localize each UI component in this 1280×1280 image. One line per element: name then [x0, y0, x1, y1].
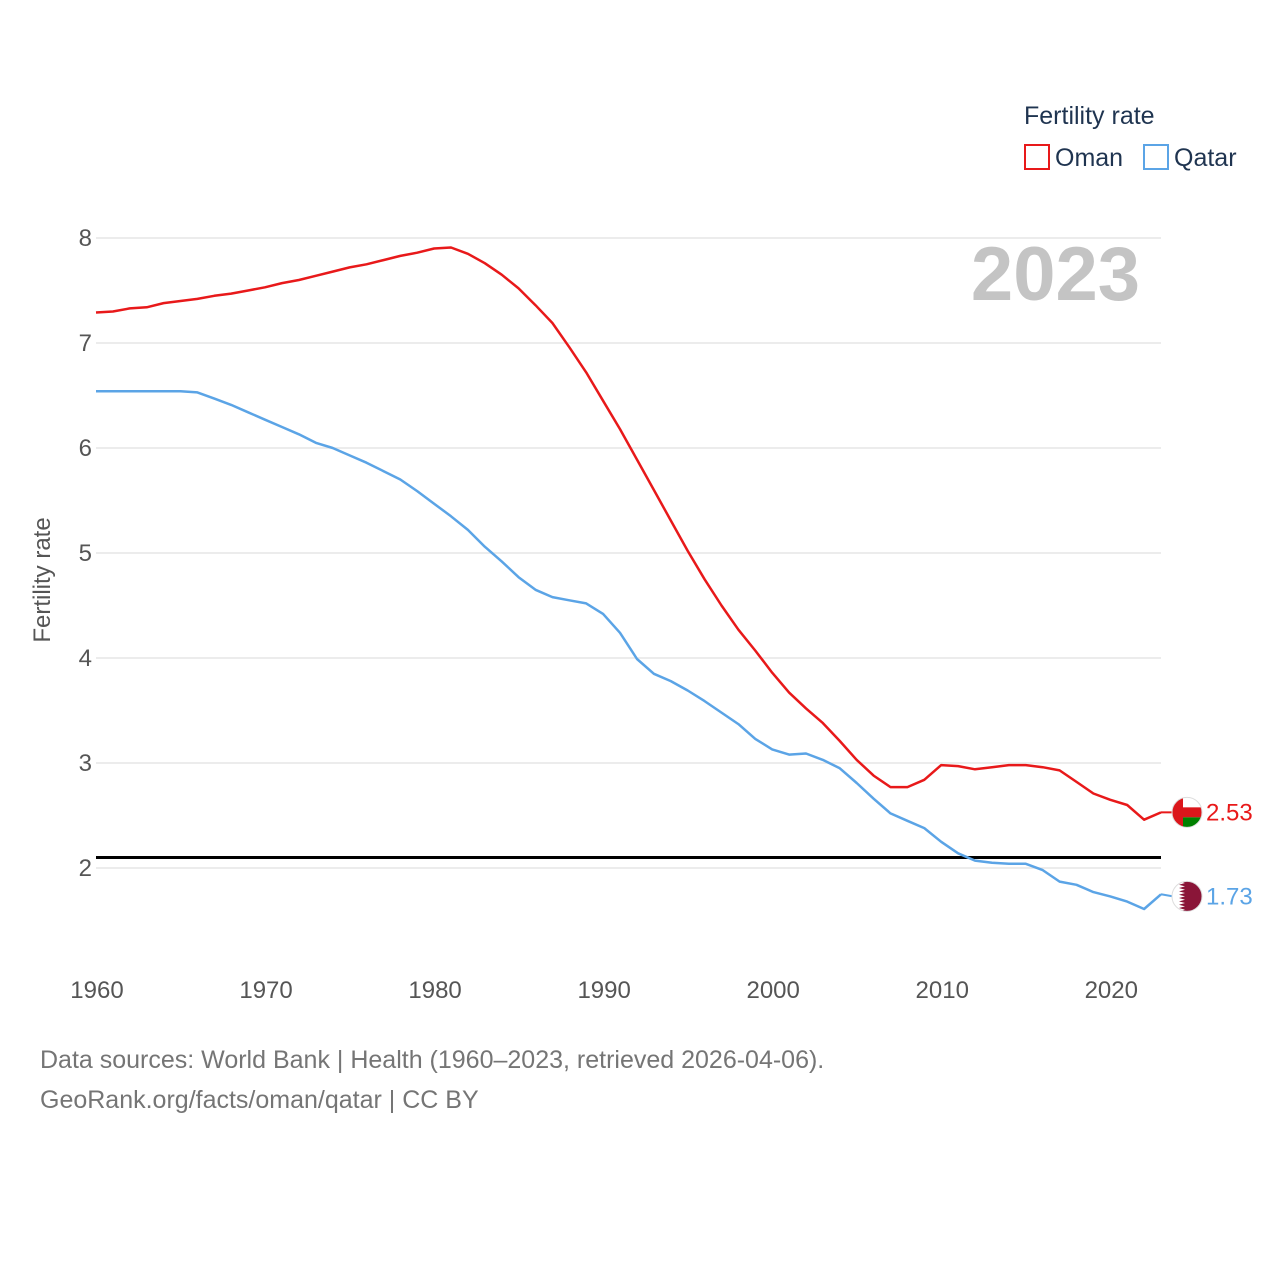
x-tick-1990: 1990 — [577, 977, 630, 1004]
flag-border — [1171, 796, 1203, 828]
legend: Fertility rate Oman Qatar — [1024, 102, 1237, 172]
flag-white-serration — [1172, 881, 1185, 912]
legend-item-oman[interactable]: Oman — [1024, 144, 1123, 172]
flag-red-band — [1172, 807, 1202, 818]
flag-red-hoist — [1172, 797, 1183, 828]
series-layer — [95, 246, 1162, 911]
legend-swatch-qatar — [1143, 144, 1169, 170]
y-axis-label: Fertility rate — [29, 517, 56, 642]
legend-title: Fertility rate — [1024, 102, 1155, 130]
y-tick-5: 5 — [79, 540, 92, 567]
x-tick-labels: 1960 1970 1980 1990 2000 2010 2020 — [70, 977, 1138, 1004]
legend-label-oman: Oman — [1055, 144, 1123, 172]
oman-flag-icon-art — [1172, 797, 1202, 828]
x-tick-1980: 1980 — [408, 977, 461, 1004]
footer-source: Data sources: World Bank | Health (1960–… — [40, 1046, 825, 1074]
y-tick-8: 8 — [79, 225, 92, 252]
series-connector-qatar — [1160, 893, 1174, 898]
legend-item-qatar[interactable]: Qatar — [1143, 144, 1237, 172]
footer-credit[interactable]: GeoRank.org/facts/oman/qatar | CC BY — [40, 1086, 479, 1114]
series-line-oman — [95, 246, 1162, 821]
legend-swatch-oman — [1024, 144, 1050, 170]
y-tick-7: 7 — [79, 330, 92, 357]
y-tick-2: 2 — [79, 855, 92, 882]
y-tick-4: 4 — [79, 645, 92, 672]
y-tick-6: 6 — [79, 435, 92, 462]
y-tick-3: 3 — [79, 750, 92, 777]
y-tick-labels: 2 3 4 5 6 7 8 — [79, 225, 92, 882]
grid-lines — [96, 237, 1161, 869]
flag-green-band — [1172, 817, 1202, 828]
flag-border — [1171, 880, 1203, 912]
x-tick-2000: 2000 — [746, 977, 799, 1004]
qatar-flag-icon — [1171, 880, 1203, 912]
legend-label-qatar: Qatar — [1174, 144, 1237, 172]
end-label-oman: 2.53 — [1206, 799, 1253, 826]
year-label: 2023 — [971, 232, 1140, 317]
series-line-qatar — [96, 390, 1162, 911]
x-tick-2010: 2010 — [916, 977, 969, 1004]
end-markers: 2.53 1.73 — [1160, 796, 1253, 912]
oman-flag-icon — [1171, 796, 1203, 828]
end-label-qatar: 1.73 — [1206, 883, 1253, 910]
x-tick-2020: 2020 — [1085, 977, 1138, 1004]
x-tick-1960: 1960 — [70, 977, 123, 1004]
qatar-flag-icon-art — [1172, 881, 1202, 912]
chart-canvas: 2 3 4 5 6 7 8 1960 1970 1980 1990 2000 2010 2020 202… — [29, 102, 1253, 1004]
x-tick-1970: 1970 — [239, 977, 292, 1004]
